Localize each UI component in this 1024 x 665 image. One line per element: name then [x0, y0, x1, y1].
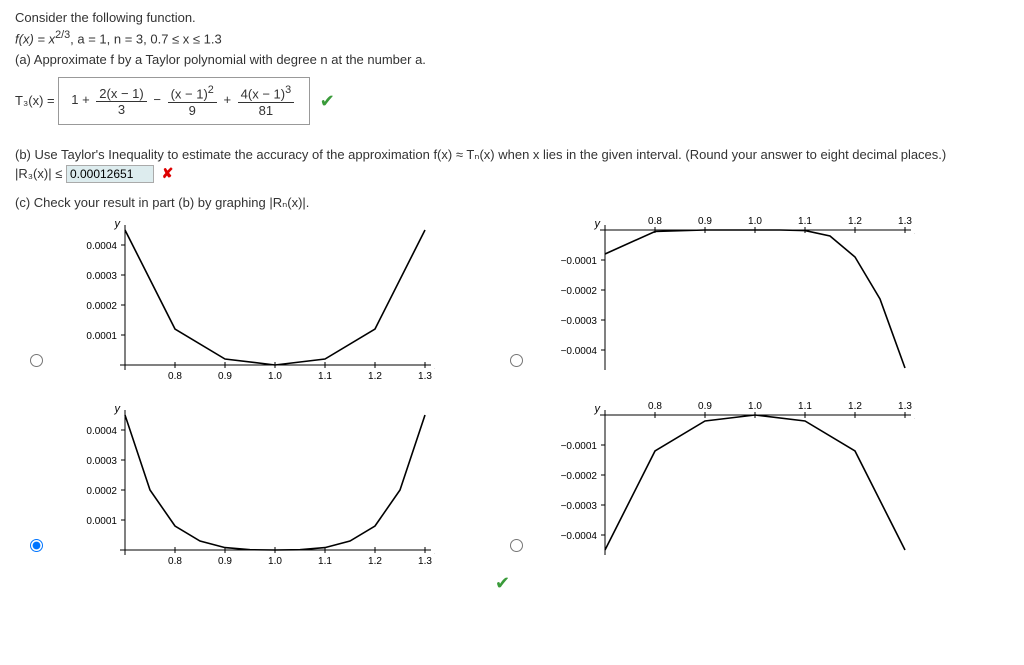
svg-text:0.0002: 0.0002 — [86, 486, 117, 497]
svg-text:y: y — [594, 403, 602, 415]
graph-option-g2: y −0.0001 −0.0002 −0.0003 −0.0004 x 0.8 0.9 1.0 1… — [535, 215, 975, 388]
svg-text:y: y — [594, 218, 602, 230]
graph-option-g3: y 0.0004 0.0003 0.0002 0.0001 x 0.8 0.9 1.0 1.1 1.… — [55, 400, 495, 573]
graph-radio-g1[interactable] — [30, 354, 43, 367]
svg-text:0.0002: 0.0002 — [86, 301, 117, 312]
svg-text:1.3: 1.3 — [898, 216, 912, 227]
r3-input[interactable] — [66, 165, 154, 183]
svg-text:−0.0002: −0.0002 — [561, 471, 598, 482]
svg-text:1.3: 1.3 — [418, 556, 432, 567]
graph-option-g1: y 0.0004 0.0003 0.0002 0.0001 x 0.8 0.9 1.0 1.1 1.… — [55, 215, 495, 388]
graph-radio-g2[interactable] — [510, 354, 523, 367]
function-definition: f(x) = x2/3, a = 1, n = 3, 0.7 ≤ x ≤ 1.3 — [15, 29, 1009, 46]
svg-text:1.0: 1.0 — [748, 216, 762, 227]
svg-text:0.0004: 0.0004 — [86, 426, 117, 437]
svg-text:0.0004: 0.0004 — [86, 241, 117, 252]
svg-text:x: x — [434, 545, 435, 557]
svg-text:0.9: 0.9 — [698, 401, 712, 412]
svg-text:0.0001: 0.0001 — [86, 516, 117, 527]
svg-text:1.2: 1.2 — [368, 556, 382, 567]
r3-label: |R₃(x)| ≤ — [15, 166, 62, 181]
svg-text:x: x — [914, 225, 915, 237]
svg-text:x: x — [914, 410, 915, 422]
svg-text:0.0003: 0.0003 — [86, 456, 117, 467]
svg-text:1.2: 1.2 — [368, 371, 382, 382]
svg-text:1.1: 1.1 — [798, 401, 812, 412]
svg-text:1.1: 1.1 — [798, 216, 812, 227]
check-icon: ✔ — [320, 91, 335, 112]
svg-text:0.8: 0.8 — [648, 401, 662, 412]
graph-option-g4: y −0.0001 −0.0002 −0.0003 −0.0004 x 0.8 0.9 1.0 1… — [535, 400, 975, 573]
graph-radio-g4[interactable] — [510, 539, 523, 552]
part-a-prompt: (a) Approximate f by a Taylor polynomial… — [15, 52, 1009, 67]
svg-text:1.0: 1.0 — [748, 401, 762, 412]
part-b-prompt: (b) Use Taylor's Inequality to estimate … — [15, 147, 1009, 163]
svg-text:x: x — [434, 360, 435, 372]
svg-text:0.0003: 0.0003 — [86, 271, 117, 282]
svg-text:1.1: 1.1 — [318, 556, 332, 567]
svg-text:1.3: 1.3 — [898, 401, 912, 412]
svg-text:y: y — [114, 403, 122, 415]
svg-text:−0.0003: −0.0003 — [561, 501, 598, 512]
cross-icon: ✘ — [162, 165, 174, 181]
svg-text:1.2: 1.2 — [848, 401, 862, 412]
check-icon-graphs: ✔ — [495, 573, 510, 594]
taylor-answer-box: 1 + 2(x − 1)3 − (x − 1)29 + 4(x − 1)381 — [58, 77, 310, 124]
part-c-prompt: (c) Check your result in part (b) by gra… — [15, 195, 1009, 211]
svg-text:0.9: 0.9 — [698, 216, 712, 227]
svg-text:−0.0004: −0.0004 — [561, 531, 598, 542]
svg-text:0.8: 0.8 — [168, 371, 182, 382]
svg-text:−0.0004: −0.0004 — [561, 346, 598, 357]
svg-text:0.0001: 0.0001 — [86, 331, 117, 342]
svg-text:0.9: 0.9 — [218, 371, 232, 382]
taylor-lhs: T₃(x) = — [15, 94, 55, 109]
svg-text:−0.0001: −0.0001 — [561, 256, 598, 267]
svg-text:−0.0001: −0.0001 — [561, 441, 598, 452]
svg-text:1.1: 1.1 — [318, 371, 332, 382]
svg-text:y: y — [114, 218, 122, 230]
svg-text:1.2: 1.2 — [848, 216, 862, 227]
svg-text:−0.0002: −0.0002 — [561, 286, 598, 297]
svg-text:1.3: 1.3 — [418, 371, 432, 382]
svg-text:0.8: 0.8 — [648, 216, 662, 227]
svg-text:0.9: 0.9 — [218, 556, 232, 567]
graph-radio-g3[interactable] — [30, 539, 43, 552]
svg-text:1.0: 1.0 — [268, 556, 282, 567]
svg-text:−0.0003: −0.0003 — [561, 316, 598, 327]
intro-text: Consider the following function. — [15, 10, 1009, 25]
svg-text:1.0: 1.0 — [268, 371, 282, 382]
svg-text:0.8: 0.8 — [168, 556, 182, 567]
